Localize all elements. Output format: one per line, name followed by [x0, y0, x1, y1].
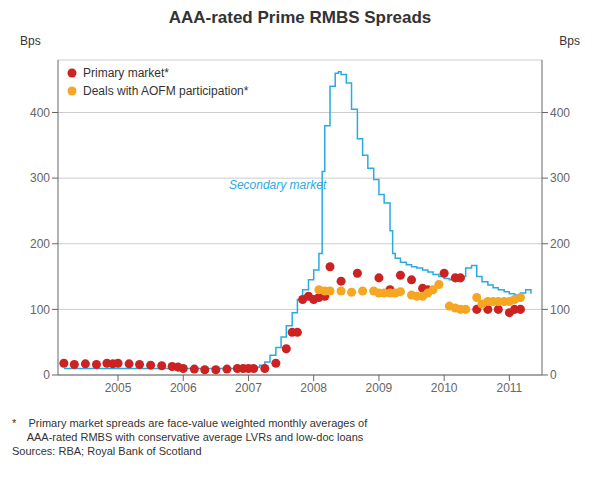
svg-text:0: 0: [43, 368, 50, 382]
svg-text:2006: 2006: [170, 381, 197, 395]
svg-text:2005: 2005: [105, 381, 132, 395]
svg-text:100: 100: [30, 303, 50, 317]
svg-text:300: 300: [550, 171, 570, 185]
svg-text:100: 100: [550, 303, 570, 317]
svg-text:2011: 2011: [496, 381, 522, 395]
svg-text:2010: 2010: [431, 381, 458, 395]
svg-text:2008: 2008: [300, 381, 327, 395]
html-text:Primary market*: Primary market*: [83, 66, 169, 80]
html-text:AAA-rated RMBS with conservati: AAA-rated RMBS with conservative average…: [12, 431, 364, 443]
html-text:Bps: Bps: [20, 34, 41, 48]
svg-text:300: 300: [30, 171, 50, 185]
html-text:* Primary market spreads are f: * Primary market spreads are face-value …: [12, 417, 368, 429]
svg-text:400: 400: [550, 106, 570, 120]
html-text:Deals with AOFM participation*: Deals with AOFM participation*: [83, 84, 249, 98]
html-text:AAA-rated Prime RMBS Spreads: AAA-rated Prime RMBS Spreads: [168, 8, 432, 27]
svg-text:2009: 2009: [366, 381, 393, 395]
html-text:Bps: Bps: [559, 34, 580, 48]
html-text:Sources: RBA; Royal Bank of Sc: Sources: RBA; Royal Bank of Scotland: [12, 445, 202, 457]
svg-text:Secondary market: Secondary market: [229, 178, 327, 192]
svg-text:200: 200: [550, 237, 570, 251]
svg-text:200: 200: [30, 237, 50, 251]
svg-text:0: 0: [550, 368, 557, 382]
svg-text:400: 400: [30, 106, 50, 120]
svg-text:2007: 2007: [235, 381, 262, 395]
